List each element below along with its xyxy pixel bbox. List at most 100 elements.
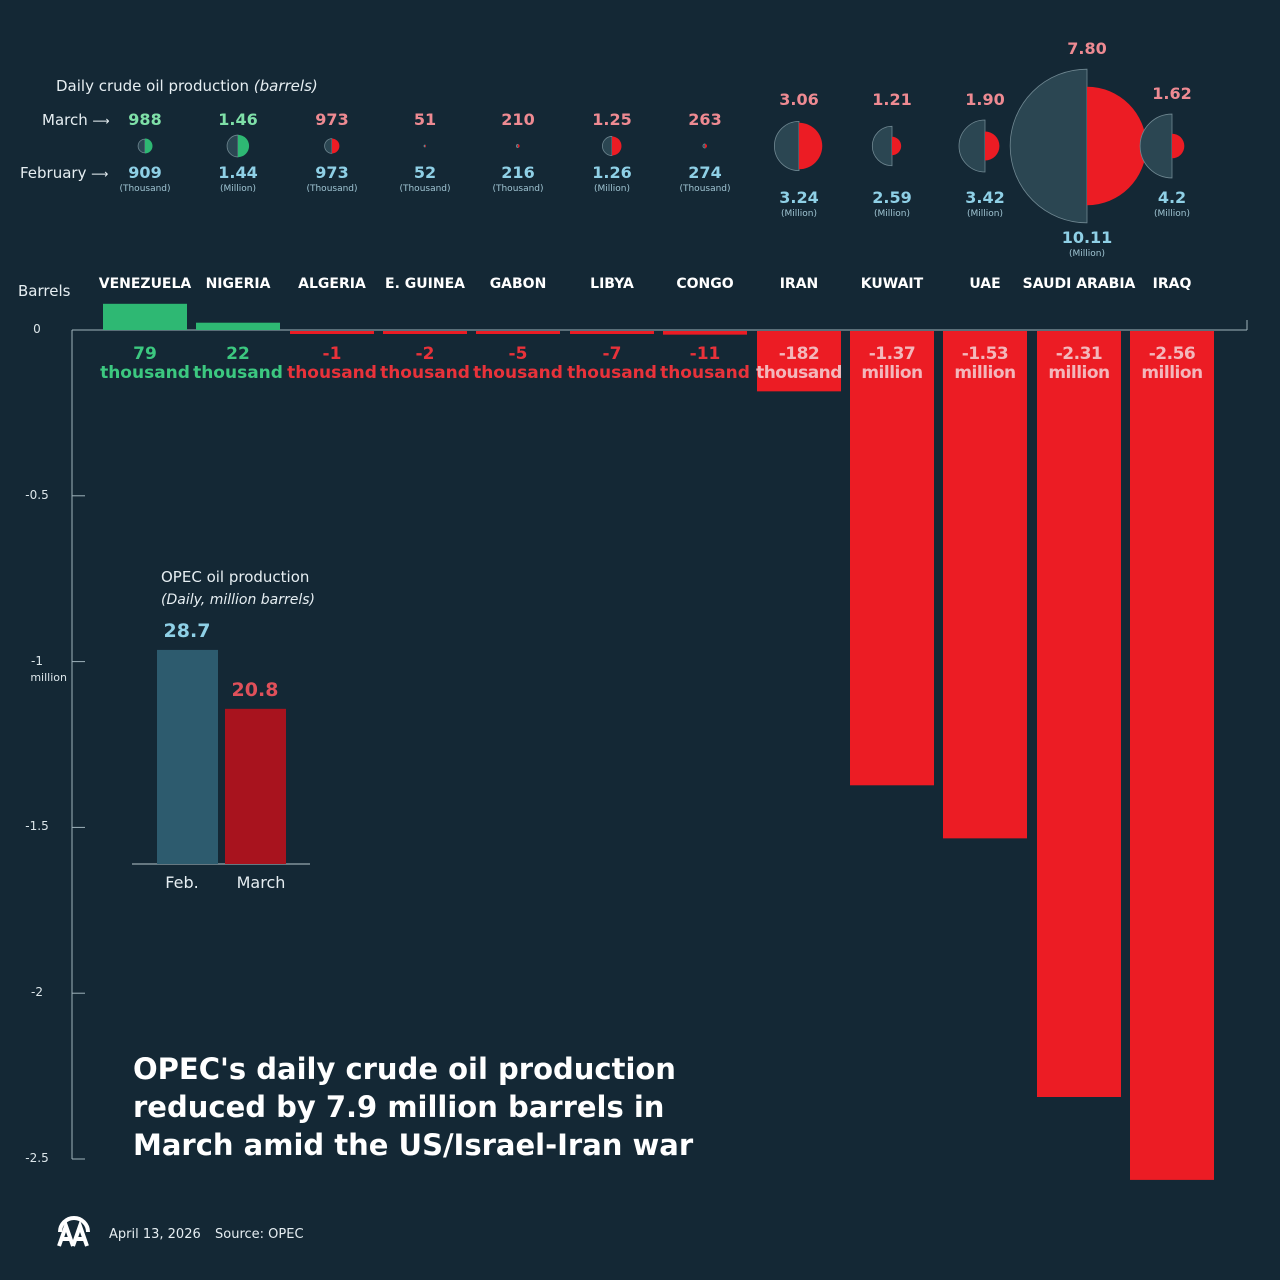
bar-saudi-arabia: [1037, 331, 1121, 1097]
unit-label: (Million): [781, 209, 817, 219]
date: April 13, 2026: [109, 1227, 201, 1242]
category-label: KUWAIT: [860, 276, 924, 292]
bar-value-label: -5 thousand: [473, 344, 563, 383]
february-half-circle: [516, 143, 519, 149]
unit-label: (Million): [594, 184, 630, 194]
march-value: 1.46: [218, 110, 258, 129]
category-label: UAE: [969, 276, 1001, 292]
y-tick-label: -1: [31, 653, 43, 668]
category-label: CONGO: [676, 276, 734, 292]
inset-bar-feb: [157, 649, 218, 864]
february-value: 3.42: [965, 188, 1005, 207]
february-half-circle: [871, 125, 893, 167]
bar-kuwait: [850, 331, 934, 786]
y-tick-label: -2.5: [25, 1151, 49, 1165]
bar-iran: [757, 331, 841, 392]
bar-value-label: 79 thousand: [100, 344, 190, 383]
february-half-circle: [423, 144, 426, 148]
bar-congo: [663, 331, 747, 335]
bar-iraq: [1130, 331, 1214, 1180]
february-value: 1.26: [592, 163, 632, 182]
inset-category-label: March: [236, 873, 286, 892]
february-value: 4.2: [1157, 188, 1187, 207]
unit-label: (Million): [220, 184, 256, 194]
march-half-circle: [425, 145, 426, 147]
february-value: 3.24: [779, 188, 819, 207]
inset-category-label: Feb.: [165, 873, 199, 892]
category-label: SAUDI ARABIA: [1022, 276, 1136, 292]
category-label: IRAN: [779, 276, 819, 292]
february-value: 1.44: [218, 163, 258, 182]
march-half-circle: [892, 136, 902, 156]
march-half-circle: [985, 131, 1000, 161]
february-half-circle: [137, 138, 146, 154]
bar-algeria: [290, 331, 374, 334]
february-row-label: February ⟶: [20, 164, 109, 182]
category-label: ALGERIA: [298, 276, 366, 292]
bar-value-label: -182 thousand: [756, 344, 842, 383]
february-value: 909: [128, 163, 162, 182]
march-value: 1.25: [592, 110, 632, 129]
bar-gabon: [476, 331, 560, 334]
february-half-circle: [602, 136, 613, 156]
march-value: 1.90: [965, 90, 1005, 109]
bar-value-label: -1.53 million: [954, 344, 1016, 383]
march-value: 51: [413, 110, 437, 129]
march-value: 7.80: [1067, 39, 1107, 59]
y-axis-label: Barrels: [18, 282, 71, 300]
february-half-circle: [1139, 113, 1173, 179]
category-label: VENEZUELA: [98, 276, 192, 292]
february-value: 10.11: [1061, 227, 1113, 247]
march-value: 988: [128, 110, 162, 129]
february-half-circle: [774, 120, 800, 172]
february-half-circle: [324, 138, 333, 154]
february-value: 52: [413, 163, 437, 182]
unit-label: (Million): [874, 209, 910, 219]
y-tick-label: -1.5: [25, 819, 49, 834]
y-tick-sublabel: million: [30, 670, 67, 684]
source: Source: OPEC: [215, 1227, 304, 1242]
february-half-circle: [702, 143, 706, 149]
category-label: E. GUINEA: [385, 276, 465, 292]
inset-subtitle: (Daily, million barrels): [161, 592, 316, 608]
march-half-circle: [612, 136, 622, 156]
march-value: 263: [688, 110, 722, 129]
inset-value-label: 20.8: [231, 678, 279, 701]
march-half-circle: [799, 122, 823, 170]
unit-label: (Million): [1154, 209, 1190, 219]
march-row-label: March ⟶: [42, 111, 110, 129]
march-value: 1.62: [1152, 84, 1192, 104]
bar-libya: [570, 331, 654, 334]
category-label: LIBYA: [590, 276, 634, 292]
bar-value-label: -2.56 million: [1141, 344, 1203, 383]
february-value: 2.59: [872, 188, 912, 207]
bar-venezuela: [103, 303, 187, 330]
february-value: 216: [501, 163, 535, 182]
bar-uae: [943, 331, 1027, 839]
inset-title: OPEC oil production: [161, 568, 310, 586]
unit-label: (Million): [1069, 248, 1105, 259]
main-title: OPEC's daily crude oil production reduce…: [133, 1052, 694, 1162]
y-tick-label: 0: [33, 322, 41, 336]
march-value: 3.06: [779, 90, 819, 109]
march-half-circle: [705, 144, 707, 148]
inset-bar-march: [225, 708, 286, 864]
category-label: NIGERIA: [205, 276, 271, 292]
y-tick-label: -0.5: [25, 487, 49, 502]
february-half-circle: [1009, 68, 1088, 224]
february-value: 274: [688, 163, 722, 182]
february-half-circle: [958, 119, 986, 173]
bar-nigeria: [196, 322, 280, 330]
aa-logo: [56, 1212, 92, 1252]
unit-label: (Thousand): [306, 184, 358, 194]
y-tick-label: -2: [31, 985, 43, 1000]
march-half-circle: [1087, 86, 1147, 206]
bar-value-label: 22 thousand: [193, 344, 283, 383]
bar-value-label: -2.31 million: [1048, 344, 1110, 383]
category-label: GABON: [489, 276, 547, 292]
bar-e-guinea: [383, 331, 467, 334]
unit-label: (Million): [967, 209, 1003, 219]
bar-value-label: -2 thousand: [380, 344, 470, 383]
bar-value-label: -11 thousand: [660, 344, 750, 383]
